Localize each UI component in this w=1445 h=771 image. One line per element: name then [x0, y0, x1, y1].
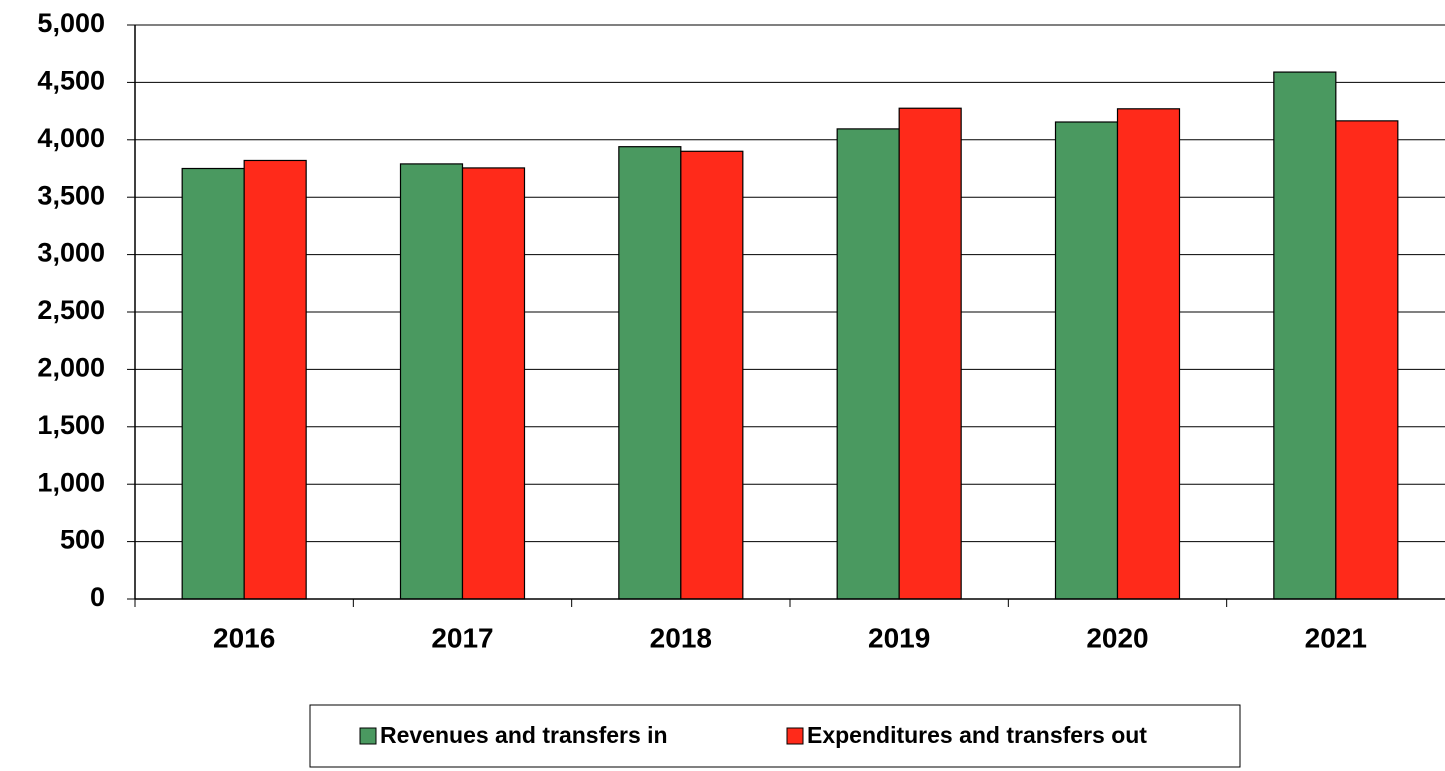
bar [399, 163, 464, 600]
bar [680, 150, 744, 600]
legend-swatch [359, 727, 377, 745]
x-tick-label: 2021 [1305, 622, 1367, 653]
bar [461, 167, 526, 600]
y-tick-label: 4,000 [37, 123, 105, 153]
x-tick-label: 2018 [650, 622, 712, 653]
y-tick-label: 1,000 [37, 467, 105, 497]
y-tick-label: 500 [60, 525, 105, 555]
y-tick-label: 3,500 [37, 180, 105, 210]
legend-box [309, 704, 1241, 768]
bar [1335, 120, 1399, 600]
legend-label: Revenues and transfers in [380, 722, 668, 748]
bar [618, 146, 682, 600]
x-tick-label: 2019 [868, 622, 930, 653]
y-tick-label: 4,500 [37, 66, 105, 96]
y-tick-label: 0 [90, 582, 105, 612]
bar [1273, 71, 1337, 600]
legend-label: Expenditures and transfers out [807, 722, 1147, 748]
x-tick-label: 2016 [213, 622, 275, 653]
x-tick-label: 2020 [1086, 622, 1148, 653]
bar [836, 128, 900, 600]
bar [1054, 121, 1119, 600]
y-tick-label: 2,000 [37, 353, 105, 383]
y-tick-label: 3,000 [37, 238, 105, 268]
legend-swatch [786, 727, 804, 745]
bar [1116, 108, 1181, 600]
bar [898, 107, 962, 600]
y-tick-label: 5,000 [37, 8, 105, 38]
y-tick-label: 1,500 [37, 410, 105, 440]
y-tick-label: 2,500 [37, 295, 105, 325]
bar [181, 167, 245, 600]
bar [243, 159, 307, 600]
x-tick-label: 2017 [431, 622, 493, 653]
